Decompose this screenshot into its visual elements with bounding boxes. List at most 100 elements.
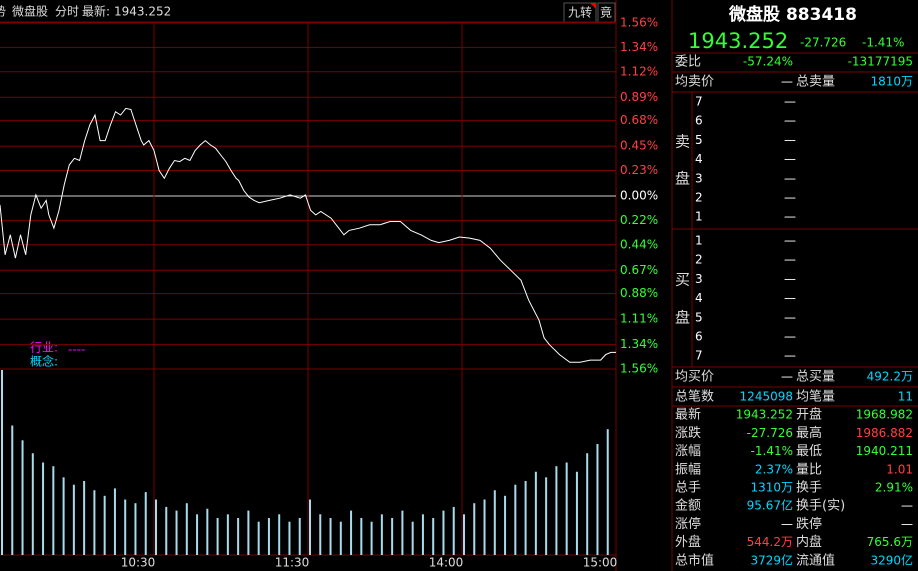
volume-bar [339,521,342,555]
volume-bar [72,484,75,555]
field-label: 振幅 [675,462,701,477]
y-tick-label: 0.23% [620,163,658,177]
volume-bar [103,495,106,555]
level-price: — [784,152,796,166]
quote-title: 微盘股 883418 [728,4,857,25]
volume-bar [257,521,260,555]
corner-mark [590,3,596,9]
level-price: — [784,253,796,267]
level: 1 [695,234,703,248]
level: 1 [695,210,703,224]
field-value: 2.91% [875,481,913,495]
x-tick-label: 10:30 [121,556,156,570]
industry-label: 行业: [30,341,58,355]
x-tick-label: 11:30 [275,556,310,570]
field-value: -1.41% [751,444,793,458]
level: 5 [695,310,703,324]
field-label: 跌停 [796,516,822,532]
volume-bar [237,518,240,555]
quote-change-pct: -1.41% [862,36,904,50]
field-label: 涨幅 [675,444,701,459]
volume-bar [206,508,209,555]
stock-name: 微盘股 [12,4,48,19]
field-label: 均笔量 [796,389,835,405]
y-tick-label: 0.44% [620,237,658,251]
volume-bar [134,503,137,555]
latest-label: 最新: [82,4,110,19]
volume-bar [175,510,178,555]
side-label: 买 [675,271,690,289]
volume-bar [421,514,424,555]
field-label: 总笔数 [675,389,714,405]
volume-bar [113,488,116,555]
volume-bar [155,499,157,555]
field-value: — [781,517,793,531]
field-label: 最新 [675,407,701,423]
y-tick-label: 1.56% [620,16,658,30]
volume-bar [216,518,219,555]
volume-bar [144,492,147,555]
field-value: — [901,499,913,513]
volume-bar [278,514,281,555]
quote-change: -27.726 [800,36,846,50]
level-price: — [784,210,796,224]
volume-bar [463,514,465,555]
y-tick-label: 0.88% [620,286,658,300]
volume-bar [319,514,322,555]
level-price: — [784,310,796,324]
volume-bar [329,518,332,555]
volume-bar [545,477,548,555]
field-label: 总手 [675,481,701,496]
field-value: 1245098 [740,390,793,404]
field-label: 开盘 [796,407,822,423]
volume-bar [534,471,537,555]
y-tick-label: 0.00% [620,189,658,203]
level-price: — [784,191,796,205]
side-label: 盘 [675,309,690,327]
mode: 分时 [55,5,79,19]
level-price: — [784,95,796,109]
level: 7 [695,95,703,109]
volume-bar [360,518,363,555]
field-value: 1310万 [750,481,793,495]
field-label: 内盘 [796,534,822,550]
level-price: — [784,349,796,363]
cut-icon: 势 [0,5,6,19]
volume-bar [606,429,609,555]
field-value: — [901,517,913,531]
volume-bar [83,481,86,555]
nine-button-label[interactable]: 九转 [568,5,592,20]
y-tick-label: 0.45% [620,139,658,153]
y-tick-label: 0.89% [620,90,658,104]
x-tick-label: 15:00 [583,556,618,570]
field-value: 765.6万 [867,535,913,549]
level-price: — [784,272,796,286]
volume-bar [524,481,527,555]
field-value: -57.24% [743,55,793,69]
field-value: — [781,75,793,89]
volume-bar [586,453,589,555]
field-value: 1968.982 [856,408,913,422]
field-value: 3290亿 [870,552,913,567]
level-price: — [784,133,796,147]
bid-button-label[interactable]: 竟 [600,6,612,20]
field-value: 95.67亿 [747,498,793,513]
volume-bar [11,425,14,555]
volume-bar [309,499,311,555]
volume-bar [442,510,445,555]
field-value: 492.2万 [867,370,913,384]
volume-bar [401,510,404,555]
field-label: 量比 [796,462,822,477]
y-tick-label: 1.11% [620,312,658,326]
volume-bar [267,518,270,555]
volume-bar [483,499,486,555]
volume-bar [52,466,55,555]
level-price: — [784,114,796,128]
field-value: 2.37% [755,462,793,476]
field-label: 流通值 [796,552,835,568]
volume-bar [596,444,599,555]
y-tick-label: 1.56% [620,362,658,376]
field-value: 1943.252 [736,408,793,422]
